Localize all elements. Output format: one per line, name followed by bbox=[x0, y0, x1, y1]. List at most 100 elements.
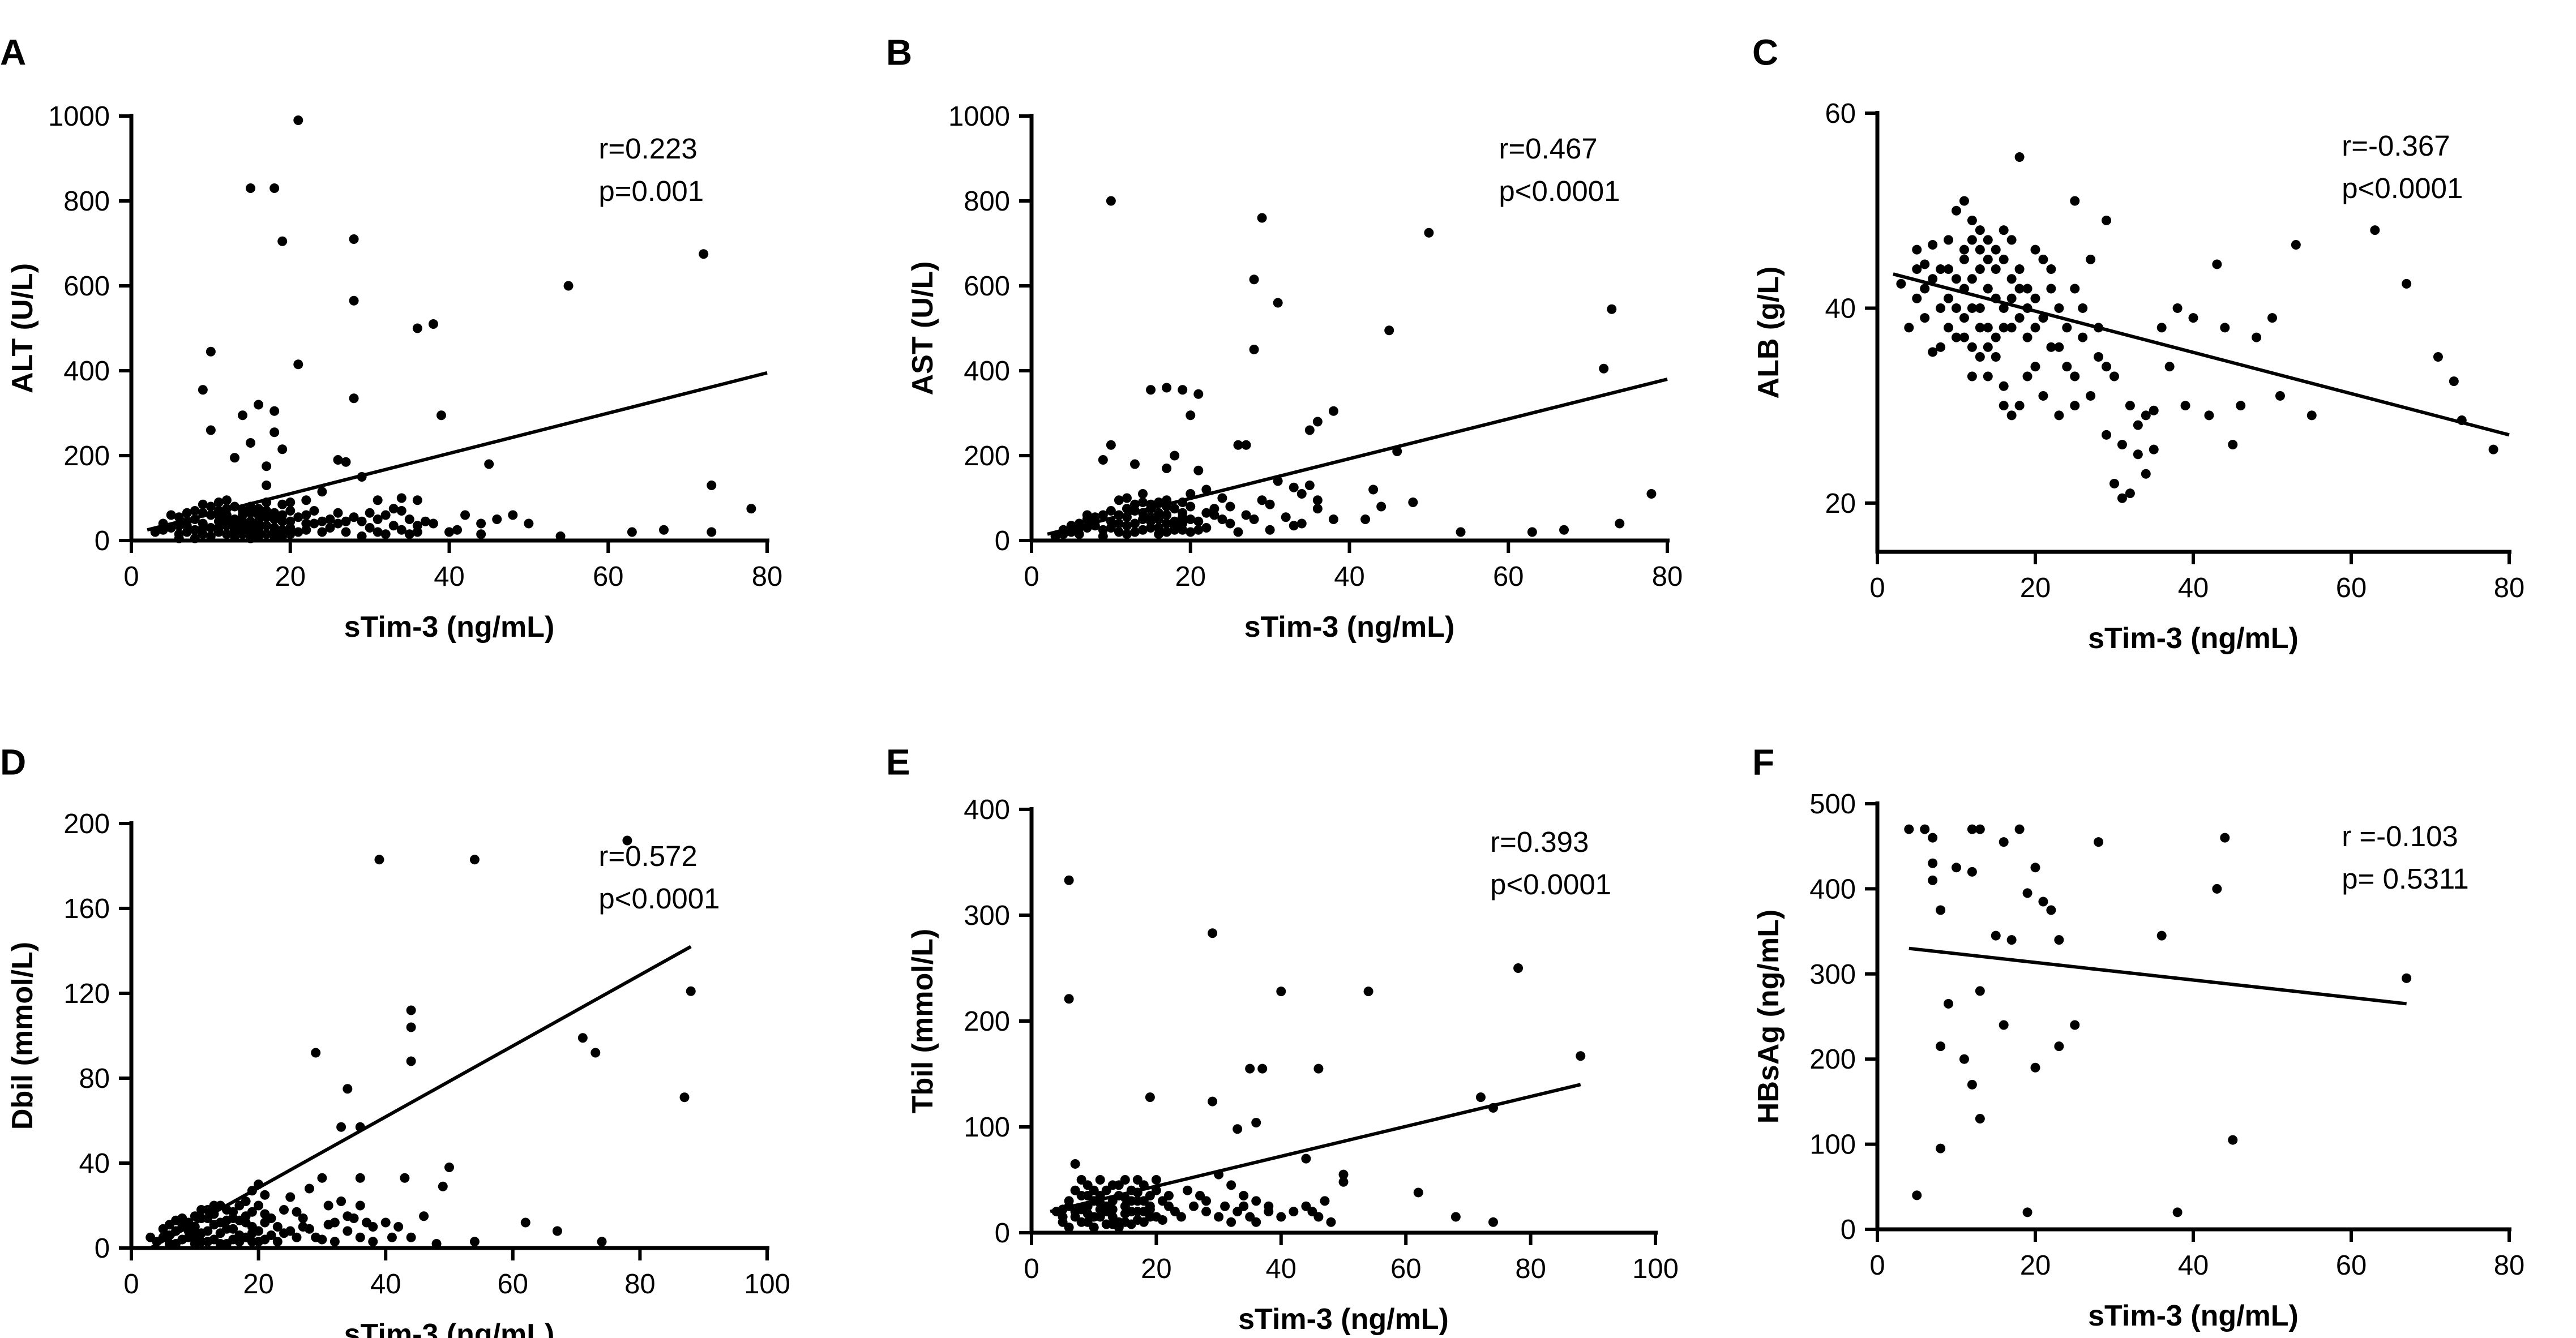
data-point bbox=[597, 1237, 607, 1247]
data-point bbox=[1058, 529, 1068, 539]
data-point bbox=[333, 455, 343, 465]
x-tick-label: 40 bbox=[434, 561, 465, 592]
panel-d: D 0 20 40 60 80 100 0 40 80 120 160 200 sTim-3 (ng/mL… bbox=[0, 741, 790, 1338]
data-point bbox=[203, 1213, 213, 1223]
data-point bbox=[1312, 417, 1323, 427]
data-point bbox=[2038, 897, 2048, 907]
y-axis-title: HBsAg (ng/mL) bbox=[1752, 910, 1785, 1123]
data-point bbox=[277, 236, 288, 246]
data-point bbox=[460, 510, 470, 520]
data-point bbox=[1944, 323, 1954, 333]
data-point bbox=[357, 531, 367, 541]
data-point bbox=[2252, 332, 2262, 342]
data-point bbox=[206, 425, 216, 435]
data-point bbox=[1233, 440, 1243, 450]
data-point bbox=[215, 1239, 225, 1249]
data-point bbox=[1114, 527, 1124, 537]
y-tick-label: 400 bbox=[964, 795, 1010, 825]
data-point bbox=[1975, 1113, 1985, 1123]
data-point bbox=[1138, 489, 1148, 499]
data-point bbox=[419, 1211, 429, 1221]
data-point bbox=[1170, 521, 1180, 531]
data-point bbox=[1122, 504, 1132, 514]
data-point bbox=[1064, 1223, 1074, 1233]
x-axis-title: sTim-3 (ng/mL) bbox=[2088, 622, 2299, 655]
y-tick-label: 80 bbox=[79, 1063, 110, 1094]
data-point bbox=[1070, 1212, 1080, 1222]
correlation-r: r =-0.103 bbox=[2342, 820, 2458, 852]
data-point bbox=[1082, 523, 1092, 533]
x-tick-label: 0 bbox=[1024, 1254, 1039, 1284]
data-point bbox=[229, 453, 239, 463]
data-point bbox=[420, 516, 430, 526]
data-point bbox=[2022, 1207, 2032, 1217]
data-point bbox=[1975, 323, 1985, 333]
data-point bbox=[1527, 527, 1537, 537]
data-point bbox=[341, 457, 351, 467]
data-point bbox=[1070, 1159, 1080, 1169]
data-point bbox=[2006, 293, 2017, 303]
data-point bbox=[196, 1205, 207, 1215]
data-point bbox=[1281, 512, 1291, 522]
data-point bbox=[190, 525, 200, 535]
data-point bbox=[1122, 512, 1132, 522]
data-point bbox=[1106, 506, 1116, 516]
data-point bbox=[349, 512, 359, 522]
y-tick-label: 100 bbox=[964, 1112, 1010, 1143]
data-point bbox=[171, 1215, 181, 1225]
data-point bbox=[1975, 264, 1985, 275]
correlation-p: p<0.0001 bbox=[1499, 175, 1620, 207]
data-point bbox=[373, 527, 383, 537]
data-point bbox=[2014, 313, 2025, 323]
data-point bbox=[2188, 313, 2198, 323]
x-tick-label: 40 bbox=[370, 1269, 401, 1300]
data-point bbox=[1959, 245, 1969, 255]
x-tick-label: 80 bbox=[1515, 1254, 1546, 1284]
data-point bbox=[476, 529, 486, 539]
data-point bbox=[1178, 508, 1188, 518]
data-point bbox=[2291, 240, 2301, 250]
data-point bbox=[357, 472, 367, 482]
data-point bbox=[2220, 323, 2230, 333]
data-point bbox=[1120, 1208, 1130, 1219]
data-point bbox=[1967, 235, 1977, 245]
data-point bbox=[1944, 235, 1954, 245]
data-point bbox=[380, 529, 391, 539]
data-point bbox=[1967, 215, 1977, 225]
data-point bbox=[341, 516, 351, 526]
x-tick-label: 100 bbox=[1632, 1254, 1679, 1284]
data-point bbox=[190, 533, 200, 543]
data-point bbox=[2117, 440, 2127, 450]
data-point bbox=[238, 523, 248, 533]
data-point bbox=[269, 514, 280, 524]
data-point bbox=[469, 1237, 480, 1247]
data-point bbox=[1265, 525, 1275, 535]
x-tick-label: 60 bbox=[1493, 561, 1524, 592]
x-axis-title: sTim-3 (ng/mL) bbox=[344, 1318, 555, 1338]
data-point bbox=[1193, 389, 1204, 399]
data-point bbox=[2054, 342, 2064, 352]
data-point bbox=[393, 1222, 404, 1232]
data-point bbox=[492, 514, 502, 524]
data-point bbox=[254, 504, 264, 514]
x-tick-label: 20 bbox=[1141, 1254, 1172, 1284]
data-point bbox=[2086, 254, 2096, 264]
data-point bbox=[2014, 152, 2025, 162]
data-point bbox=[260, 1190, 270, 1200]
data-point bbox=[1064, 875, 1074, 885]
data-point bbox=[1328, 406, 1338, 416]
data-point bbox=[1066, 521, 1076, 531]
data-point bbox=[1384, 325, 1394, 336]
data-point bbox=[1313, 1063, 1324, 1074]
data-point bbox=[190, 506, 200, 516]
data-point bbox=[520, 1217, 530, 1228]
data-point bbox=[174, 533, 184, 543]
data-point bbox=[325, 523, 335, 533]
data-point bbox=[206, 531, 216, 541]
data-point bbox=[2054, 1041, 2064, 1052]
data-point bbox=[627, 527, 637, 537]
data-point bbox=[1058, 1204, 1068, 1215]
data-point bbox=[388, 521, 399, 531]
data-point bbox=[221, 510, 232, 520]
